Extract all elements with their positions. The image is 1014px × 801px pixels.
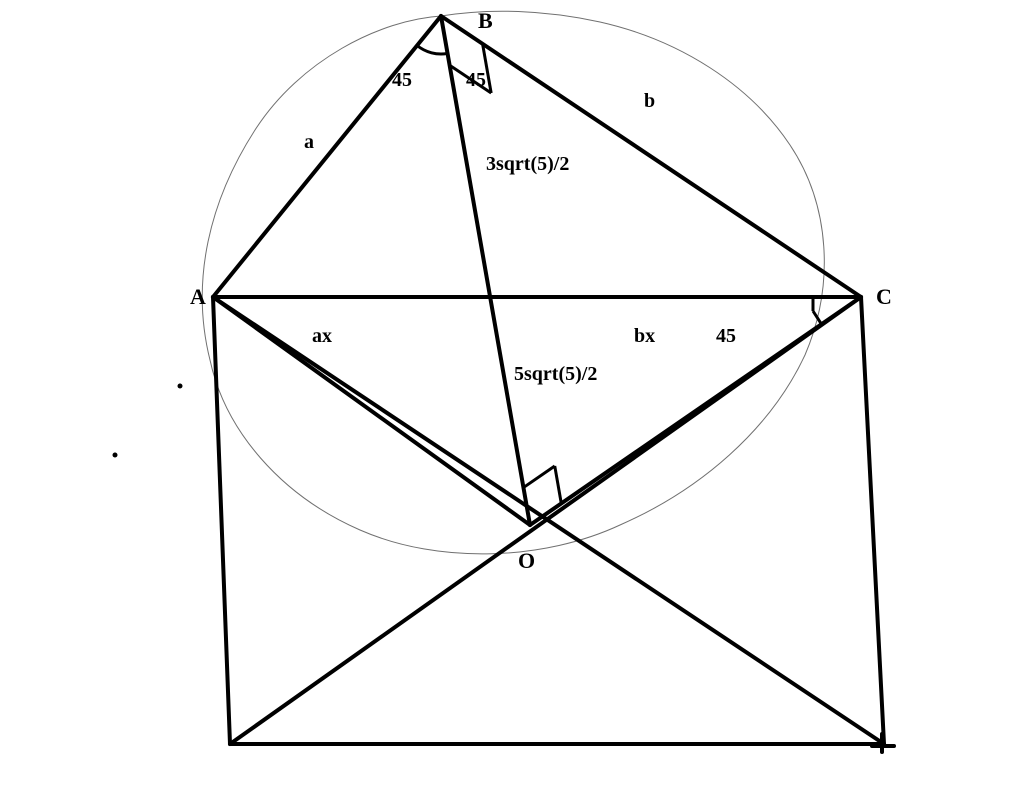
label-pointA: A bbox=[190, 284, 206, 309]
stray-dots bbox=[113, 384, 183, 458]
geometry-diagram: a b ax bx 45 45 45 3sqrt(5)/2 5sqrt(5)/2 A B C O bbox=[0, 0, 1014, 801]
label-a: a bbox=[304, 131, 314, 153]
label-pointC: C bbox=[876, 284, 892, 309]
edge-A-BL bbox=[213, 297, 230, 744]
dot bbox=[113, 453, 118, 458]
edge-B-O bbox=[441, 16, 530, 525]
angle-markers bbox=[417, 44, 821, 504]
label-ang_B_right: 45 bbox=[466, 69, 486, 91]
label-OC_len: 5sqrt(5)/2 bbox=[514, 363, 597, 385]
dot bbox=[178, 384, 183, 389]
circumscribed-circle bbox=[202, 11, 824, 554]
label-pointO: O bbox=[518, 548, 535, 573]
edge-A-O bbox=[213, 297, 530, 525]
label-ax: ax bbox=[312, 325, 332, 347]
label-ang_B_left: 45 bbox=[392, 69, 412, 91]
label-pointB: B bbox=[478, 8, 493, 33]
labels-group: a b ax bx 45 45 45 3sqrt(5)/2 5sqrt(5)/2 A B C O bbox=[190, 8, 892, 573]
label-bx: bx bbox=[634, 325, 655, 347]
label-ang_C: 45 bbox=[716, 325, 736, 347]
label-b: b bbox=[644, 90, 655, 112]
edge-BR-C bbox=[861, 297, 884, 744]
label-BO_len: 3sqrt(5)/2 bbox=[486, 153, 569, 175]
